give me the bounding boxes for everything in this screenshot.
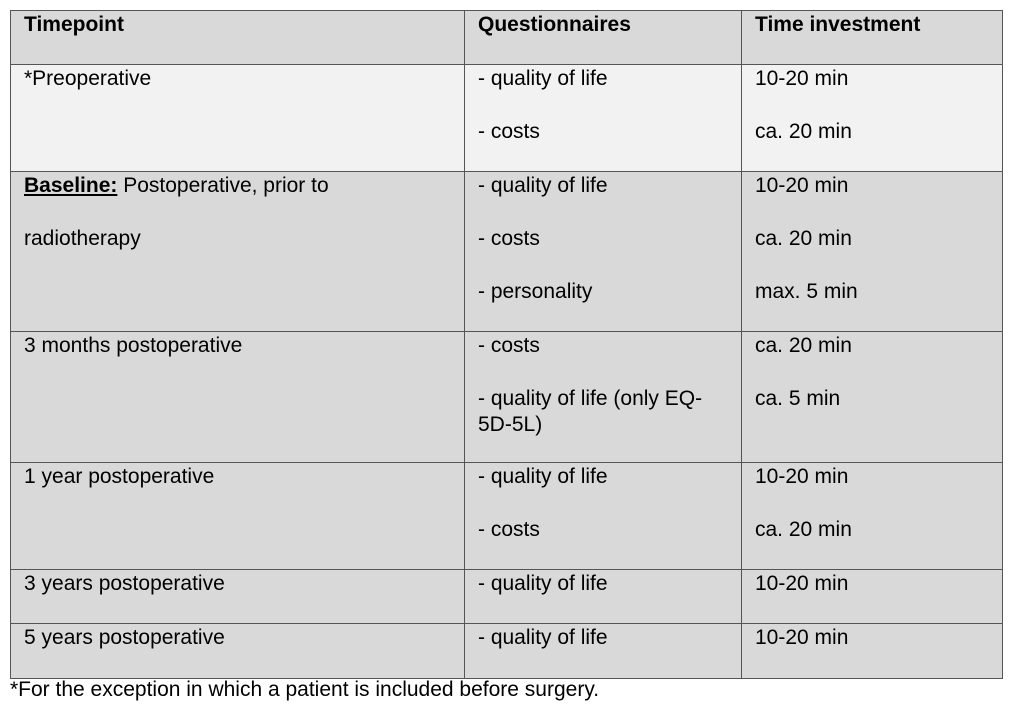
time-item: 10-20 min bbox=[755, 67, 849, 90]
time-item: 10-20 min bbox=[755, 174, 849, 197]
questionnaire-item: - quality of life bbox=[478, 67, 608, 90]
time-item: ca. 5 min bbox=[755, 387, 841, 410]
timepoint-cell: 5 years postoperative bbox=[10, 623, 465, 679]
header-timepoint: Timepoint bbox=[10, 10, 465, 65]
questionnaire-item: - costs bbox=[478, 120, 540, 143]
time-cell: 10-20 min ca. 20 min max. 5 min bbox=[741, 171, 1003, 332]
header-questionnaires: Questionnaires bbox=[464, 10, 742, 65]
table-row: 1 year postoperative - quality of life -… bbox=[10, 462, 1003, 570]
questionnaire-item: - quality of life bbox=[478, 465, 608, 488]
timepoint-text-line2: radiotherapy bbox=[24, 227, 141, 250]
questionnaires-cell: - quality of life - costs - personality bbox=[464, 171, 742, 332]
questionnaire-item: - quality of life bbox=[478, 572, 608, 595]
time-cell: 10-20 min bbox=[741, 623, 1003, 679]
time-item: 10-20 min bbox=[755, 572, 849, 595]
header-time-investment: Time investment bbox=[741, 10, 1003, 65]
questionnaire-item: - quality of life (only EQ- bbox=[478, 387, 703, 410]
table-row: 3 months postoperative - costs - quality… bbox=[10, 331, 1003, 463]
timepoint-text: 3 years postoperative bbox=[24, 572, 225, 595]
timepoint-text: *Preoperative bbox=[24, 67, 152, 90]
timepoint-cell: 3 years postoperative bbox=[10, 569, 465, 624]
questionnaires-cell: - quality of life - costs bbox=[464, 64, 742, 172]
timepoint-text-rest: Postoperative, prior to bbox=[117, 174, 329, 197]
questionnaires-cell: - quality of life bbox=[464, 623, 742, 679]
questionnaires-cell: - costs - quality of life (only EQ- 5D-5… bbox=[464, 331, 742, 463]
time-item: ca. 20 min bbox=[755, 518, 852, 541]
questionnaire-item: - costs bbox=[478, 518, 540, 541]
timepoint-cell: 1 year postoperative bbox=[10, 462, 465, 570]
questionnaire-item: - personality bbox=[478, 280, 593, 303]
questionnaire-schedule-table: Timepoint Questionnaires Time investment… bbox=[10, 10, 1003, 679]
table-row: *Preoperative - quality of life - costs … bbox=[10, 64, 1003, 172]
timepoint-cell: Baseline: Postoperative, prior to radiot… bbox=[10, 171, 465, 332]
table-row: 3 years postoperative - quality of life … bbox=[10, 569, 1003, 624]
timepoint-text: 3 months postoperative bbox=[24, 334, 243, 357]
table-row: 5 years postoperative - quality of life … bbox=[10, 623, 1003, 679]
time-cell: 10-20 min bbox=[741, 569, 1003, 624]
time-item: max. 5 min bbox=[755, 280, 858, 303]
time-item: ca. 20 min bbox=[755, 334, 852, 357]
questionnaires-cell: - quality of life bbox=[464, 569, 742, 624]
questionnaire-item-continued: 5D-5L) bbox=[478, 413, 543, 436]
questionnaire-item: - costs bbox=[478, 227, 540, 250]
time-cell: ca. 20 min ca. 5 min bbox=[741, 331, 1003, 463]
timepoint-text: 5 years postoperative bbox=[24, 626, 225, 649]
time-item: ca. 20 min bbox=[755, 227, 852, 250]
timepoint-text: 1 year postoperative bbox=[24, 465, 215, 488]
questionnaire-item: - quality of life bbox=[478, 174, 608, 197]
time-item: ca. 20 min bbox=[755, 120, 852, 143]
time-cell: 10-20 min ca. 20 min bbox=[741, 64, 1003, 172]
questionnaires-cell: - quality of life - costs bbox=[464, 462, 742, 570]
time-item: 10-20 min bbox=[755, 465, 849, 488]
table-row: Baseline: Postoperative, prior to radiot… bbox=[10, 171, 1003, 332]
baseline-label: Baseline: bbox=[24, 174, 118, 197]
table-footnote: *For the exception in which a patient is… bbox=[10, 678, 600, 701]
table-header-row: Timepoint Questionnaires Time investment bbox=[10, 10, 1003, 65]
timepoint-cell: 3 months postoperative bbox=[10, 331, 465, 463]
time-item: 10-20 min bbox=[755, 626, 849, 649]
questionnaire-item: - costs bbox=[478, 334, 540, 357]
questionnaire-item: - quality of life bbox=[478, 626, 608, 649]
timepoint-cell: *Preoperative bbox=[10, 64, 465, 172]
time-cell: 10-20 min ca. 20 min bbox=[741, 462, 1003, 570]
timepoint-text: Baseline: Postoperative, prior to bbox=[24, 173, 452, 199]
